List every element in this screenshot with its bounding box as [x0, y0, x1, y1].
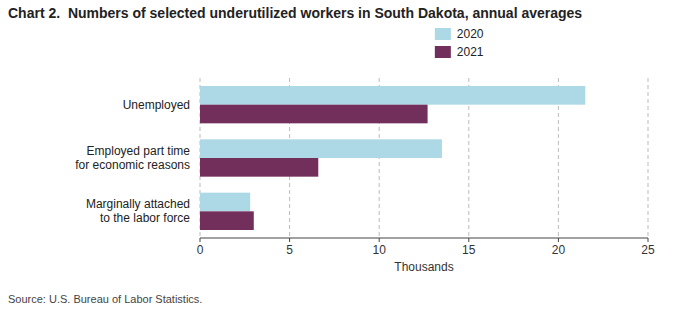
tick-mark [558, 238, 559, 242]
source: Source: U.S. Bureau of Labor Statistics. [8, 293, 202, 305]
category-label: Employed part timefor economic reasons [75, 144, 190, 172]
grid [200, 78, 648, 238]
category-label: Unemployed [123, 98, 190, 112]
bar [200, 86, 585, 105]
bar [200, 211, 254, 230]
category-label-line: Employed part time [87, 144, 191, 158]
legend-swatch [435, 28, 451, 40]
tick-mark [648, 238, 649, 242]
legend-label: 2021 [457, 45, 484, 59]
bar [200, 139, 442, 158]
category-label-line: Marginally attached [86, 197, 190, 211]
x-axis-line [200, 238, 648, 239]
category-label-line: Unemployed [123, 98, 190, 112]
tick-label: 10 [373, 243, 387, 257]
legend: 2020 2021 [435, 27, 484, 59]
bar [200, 158, 318, 177]
title: Chart 2. Numbers of selected underutiliz… [8, 5, 582, 21]
bar [200, 193, 250, 212]
legend-label: 2020 [457, 27, 484, 41]
category-label: Marginally attachedto the labor force [86, 197, 190, 225]
tick-mark [468, 238, 469, 242]
tick-mark [289, 238, 290, 242]
legend-swatch [435, 46, 451, 58]
category-label-line: for economic reasons [75, 158, 190, 172]
tick-label: 5 [286, 243, 293, 257]
tick-mark [200, 238, 201, 242]
tick-label: 0 [197, 243, 204, 257]
tick-label: 20 [552, 243, 566, 257]
chart-container: Chart 2. Numbers of selected underutiliz… [0, 0, 673, 310]
bars [200, 86, 585, 230]
bar [200, 105, 428, 124]
chart-svg: Chart 2. Numbers of selected underutiliz… [0, 0, 673, 310]
grid-line [648, 78, 649, 238]
tick-label: 25 [641, 243, 655, 257]
tick-mark [379, 238, 380, 242]
x-axis-label: Thousands [394, 260, 453, 274]
category-label-line: to the labor force [100, 211, 190, 225]
tick-label: 15 [462, 243, 476, 257]
